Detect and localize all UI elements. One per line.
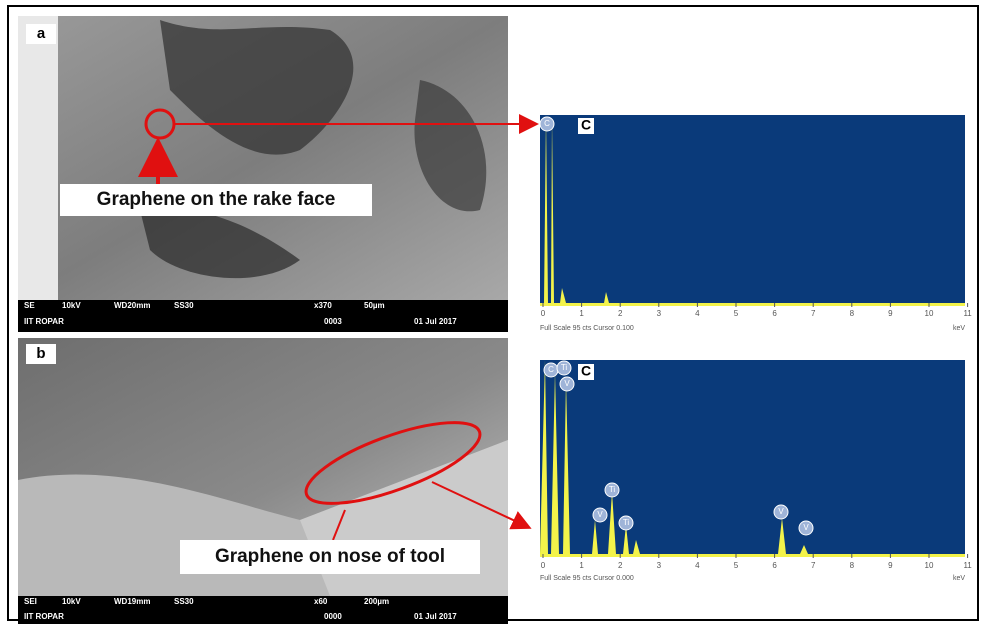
tick-label: 7: [811, 309, 816, 318]
spectrum-footer: Full Scale 95 cts Cursor 0.100: [540, 325, 634, 332]
spectrum-footer: Full Scale 95 cts Cursor 0.000: [540, 575, 634, 582]
info-bar-text: SEI: [24, 597, 37, 606]
info-bar-text: IIT ROPAR: [24, 612, 64, 621]
info-bar-text: SE: [24, 301, 35, 310]
tick-label: 1: [579, 309, 584, 318]
peak-label: V: [803, 523, 809, 532]
info-bar-text: x60: [314, 597, 328, 606]
spectrum-element: C: [581, 117, 591, 133]
spectrum-unit: keV: [953, 325, 965, 332]
panel-label: a: [37, 25, 46, 42]
info-bar-text: WD20mm: [114, 301, 150, 310]
tick-label: 6: [772, 309, 777, 318]
tick-label: 3: [657, 561, 662, 570]
tick-label: 10: [925, 309, 934, 318]
figure: a Graphene on the rake face SE 10kV WD20mm SS…: [0, 0, 986, 628]
info-bar-text: 10kV: [62, 597, 81, 606]
info-bar-text: 200µm: [364, 597, 389, 606]
info-bar-text: SS30: [174, 597, 194, 606]
tick-label: 2: [618, 561, 623, 570]
peak-label: V: [564, 379, 570, 388]
annotation: Graphene on the rake face: [97, 189, 336, 210]
spectrum-unit: keV: [953, 575, 965, 582]
tick-label: 5: [734, 561, 739, 570]
tick-label: 3: [657, 309, 662, 318]
tick-label: 0: [541, 561, 546, 570]
tick-label: 6: [772, 561, 777, 570]
peak-label: V: [778, 507, 784, 516]
tick-label: 0: [541, 309, 546, 318]
tick-label: 10: [925, 561, 934, 570]
spectrum-element: C: [581, 363, 591, 379]
tick-label: 11: [963, 561, 972, 570]
tick-label: 4: [695, 561, 700, 570]
peak-label: Ti: [561, 363, 568, 372]
sem-image-a: [18, 16, 508, 332]
tick-label: 8: [850, 309, 855, 318]
tick-label: 7: [811, 561, 816, 570]
peak-label: Ti: [609, 485, 616, 494]
peak-label: V: [597, 510, 603, 519]
annotation: Graphene on nose of tool: [215, 546, 445, 567]
tick-label: 4: [695, 309, 700, 318]
peak-label: Ti: [623, 518, 630, 527]
tick-label: 2: [618, 309, 623, 318]
info-bar-text: 01 Jul 2017: [414, 612, 457, 621]
tick-label: 1: [579, 561, 584, 570]
info-bar-text: 50µm: [364, 301, 385, 310]
tick-label: 11: [963, 309, 972, 318]
info-bar-text: 01 Jul 2017: [414, 317, 457, 326]
tick-label: 8: [850, 561, 855, 570]
peak-label: C: [544, 119, 550, 128]
tick-label: 9: [888, 309, 893, 318]
tick-label: 9: [888, 561, 893, 570]
info-bar-text: 0003: [324, 317, 342, 326]
info-bar-text: 10kV: [62, 301, 81, 310]
info-bar-text: WD19mm: [114, 597, 150, 606]
tick-label: 5: [734, 309, 739, 318]
spectrum-b: [540, 360, 965, 557]
peak-label: C: [548, 365, 554, 374]
info-bar-text: SS30: [174, 301, 194, 310]
sem-image-b: [18, 338, 508, 624]
info-bar-text: IIT ROPAR: [24, 317, 64, 326]
info-bar-text: x370: [314, 301, 332, 310]
info-bar-text: 0000: [324, 612, 342, 621]
spectrum-a: [540, 115, 965, 306]
panel-label: b: [36, 345, 45, 362]
